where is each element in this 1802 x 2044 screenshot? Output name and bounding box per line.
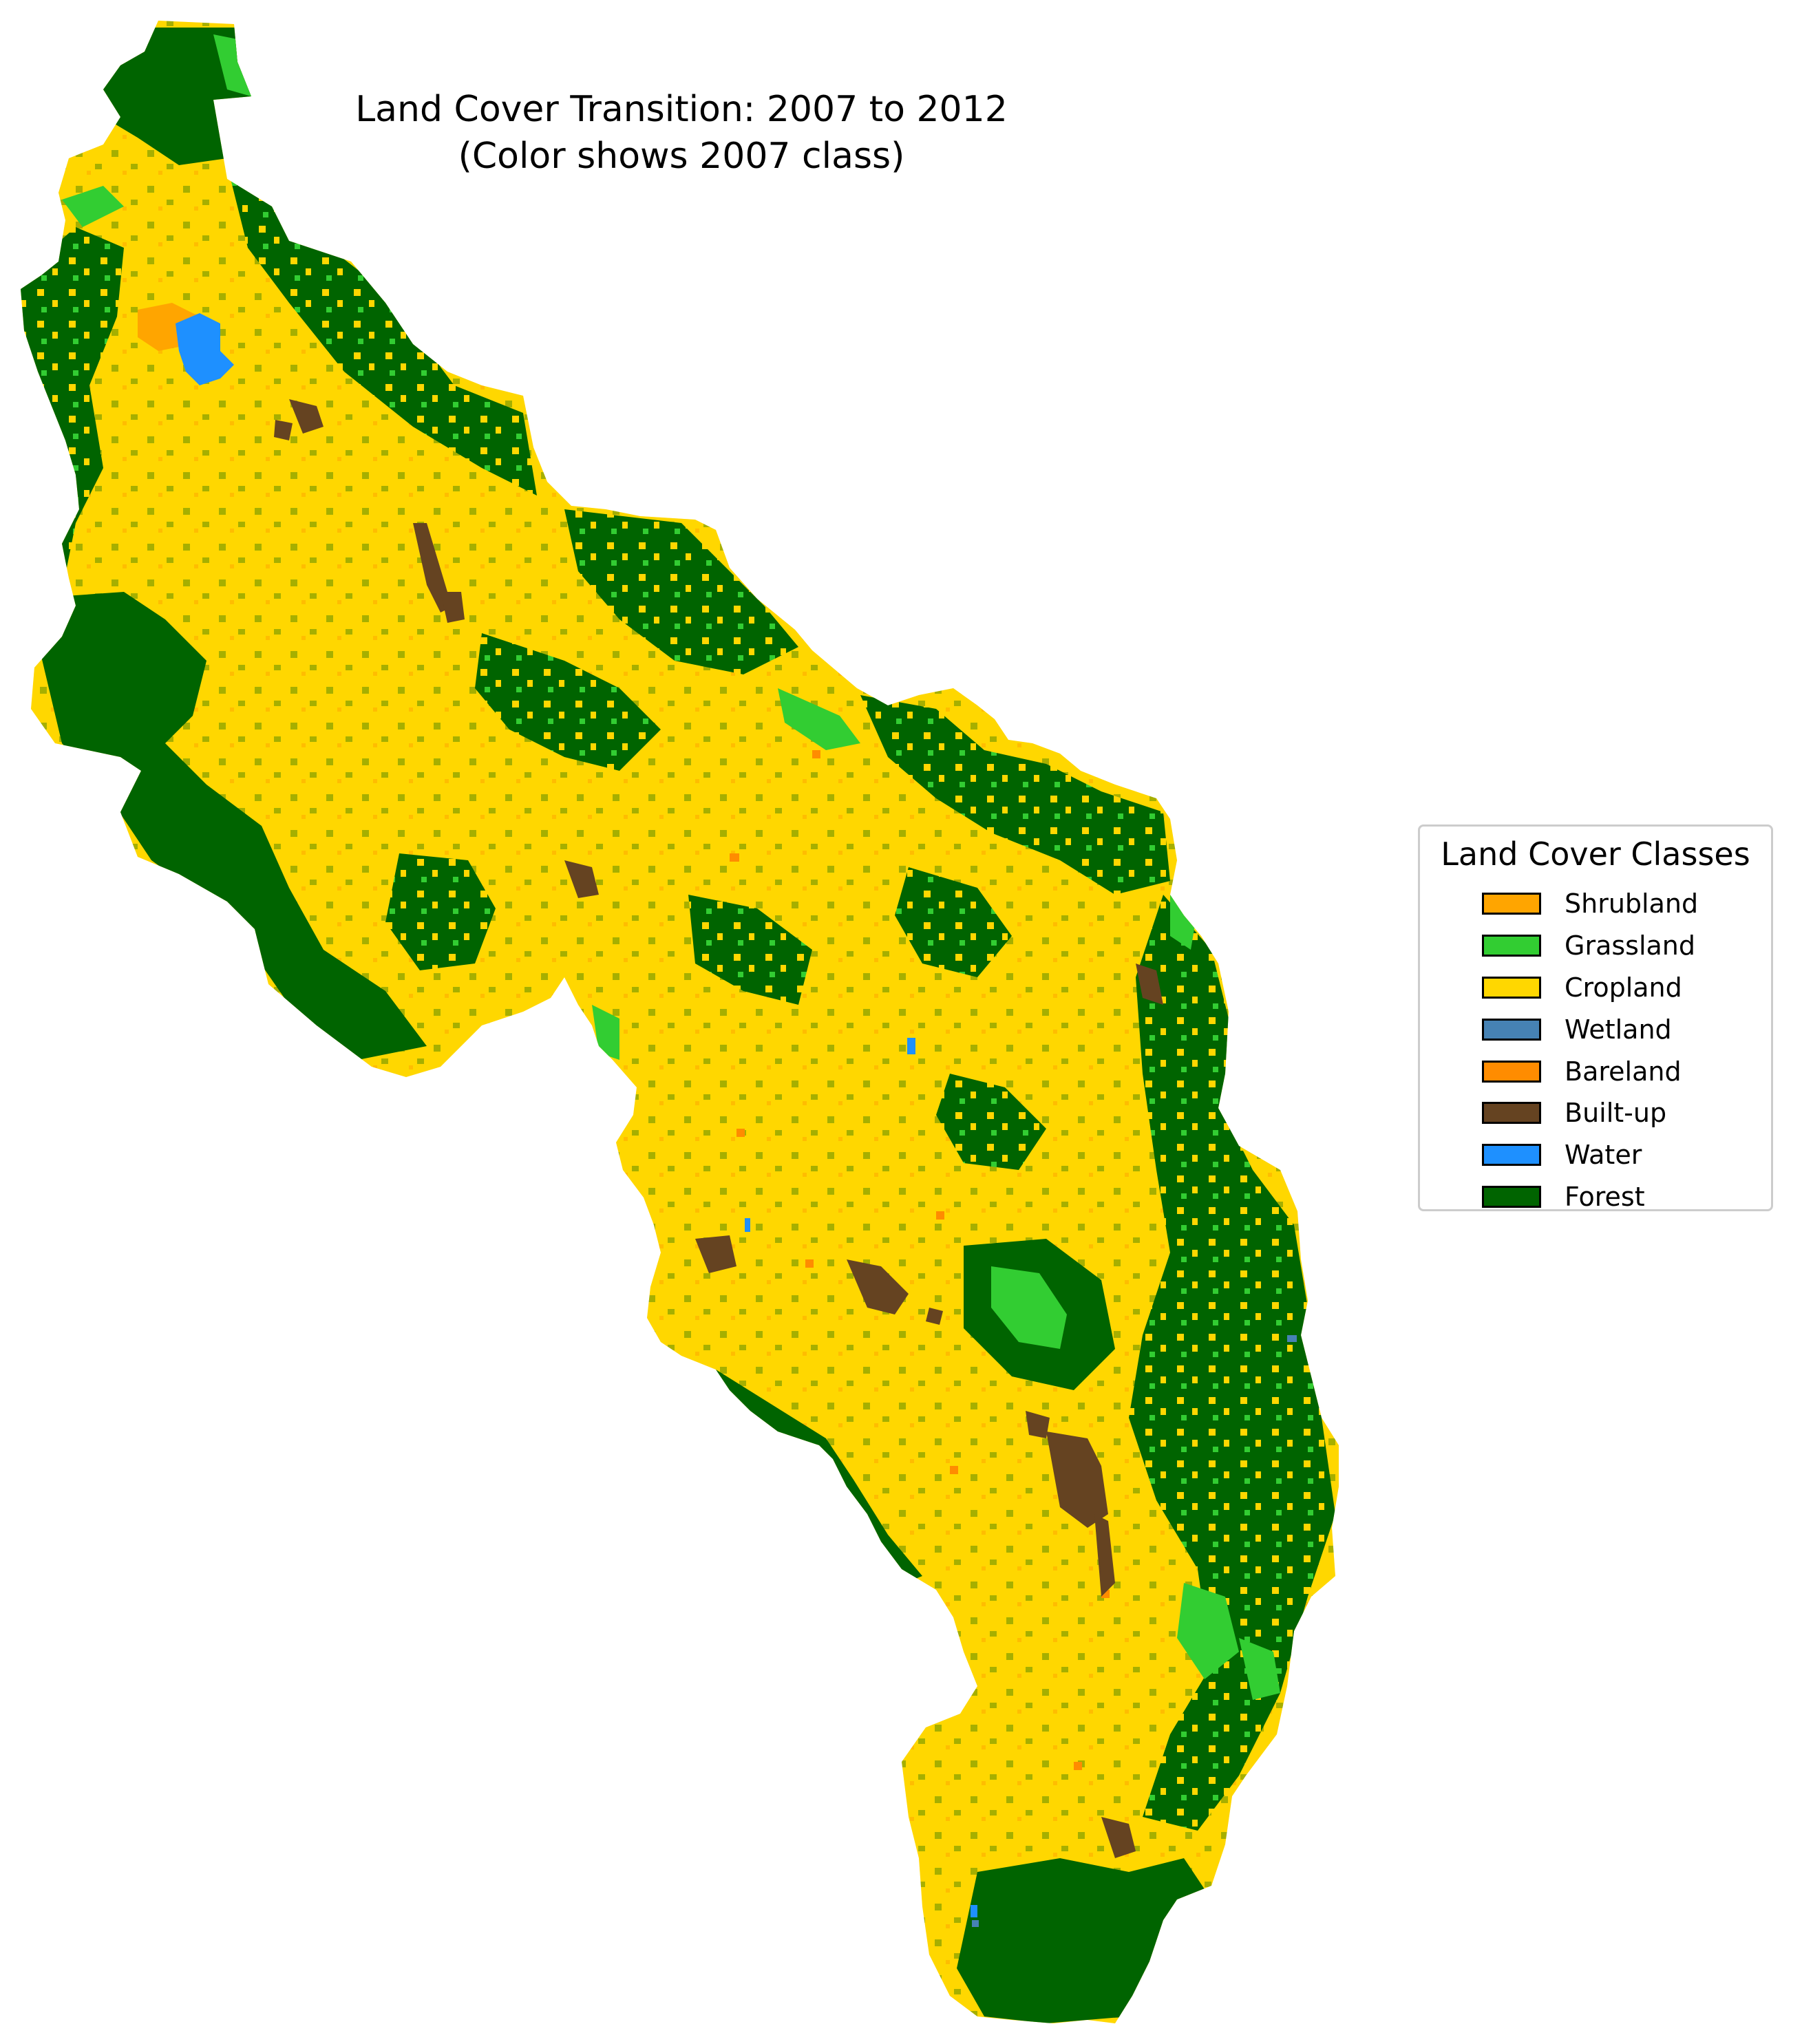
forest-north-east	[227, 165, 537, 496]
forest-central-east	[688, 895, 812, 1005]
legend-item-cropland: Cropland	[1482, 967, 1698, 1009]
grassland-east-band	[1239, 1638, 1280, 1700]
bareland-patch	[730, 853, 739, 862]
builtup-road-east	[1026, 1411, 1050, 1438]
builtup-central-town	[847, 1259, 909, 1314]
forest-central-ridge	[564, 509, 798, 674]
grassland-west-upper	[592, 1005, 619, 1060]
builtup-road-south	[1094, 1514, 1115, 1597]
legend-label-wetland: Wetland	[1565, 1014, 1672, 1045]
wetland-patches	[972, 1335, 1297, 1927]
legend: Land Cover Classes Shrubland Grassland C…	[1418, 824, 1773, 1212]
bareland-patch	[950, 1466, 958, 1474]
builtup-road-north	[413, 523, 454, 613]
grassland-northwest	[62, 186, 124, 227]
builtup-east-upper	[1136, 964, 1163, 1005]
grassland-swatch	[1482, 935, 1541, 957]
legend-label-cropland: Cropland	[1565, 972, 1682, 1003]
water-bodies	[176, 313, 977, 1917]
forest-central-cluster-a	[895, 867, 1012, 977]
legend-item-shrubland: Shrubland	[1482, 883, 1698, 925]
grassland-regions	[62, 34, 1280, 1700]
legend-item-bareland: Bareland	[1482, 1050, 1698, 1092]
grassland-ridge-north	[778, 688, 860, 750]
builtup-areas	[274, 399, 1163, 1858]
bareland-patch	[736, 1129, 745, 1137]
map-title-line-2: (Color shows 2007 class)	[458, 136, 905, 177]
forest-central-cluster-c	[385, 853, 496, 970]
builtup-south	[1101, 1817, 1136, 1858]
water-swatch	[1482, 1144, 1541, 1167]
water-pond	[745, 1218, 750, 1232]
builtup-swatch	[1482, 1102, 1541, 1125]
legend-label-builtup: Built-up	[1565, 1098, 1667, 1129]
builtup-north	[289, 399, 324, 434]
builtup-west-centre	[564, 860, 599, 898]
shrubland-swatch	[1482, 893, 1541, 915]
forest-central-cluster-b	[936, 1074, 1046, 1170]
legend-title: Land Cover Classes	[1441, 835, 1750, 873]
wetland-patch	[1287, 1335, 1297, 1342]
legend-item-grassland: Grassland	[1482, 925, 1698, 967]
water-pond	[971, 1905, 977, 1917]
forest-east-upper	[860, 695, 1170, 895]
forest-swatch	[1482, 1185, 1541, 1208]
legend-label-forest: Forest	[1565, 1181, 1645, 1212]
bareland-swatch	[1482, 1060, 1541, 1083]
forest-east-band	[1129, 895, 1335, 1831]
wetland-swatch	[1482, 1018, 1541, 1041]
grassland-east-strip	[1177, 1583, 1239, 1679]
grassland-east-hill	[991, 1266, 1067, 1349]
reservoir	[176, 313, 234, 385]
builtup-city	[1046, 1431, 1108, 1528]
wetland-patch	[972, 1920, 979, 1927]
builtup-town-north	[441, 592, 465, 623]
forest-south-tip	[957, 1858, 1211, 2023]
forest-central-mid	[475, 633, 661, 771]
bareland-patch	[936, 1211, 944, 1220]
builtup-north-b	[274, 420, 293, 440]
forest-west-block	[28, 592, 427, 1060]
legend-item-wetland: Wetland	[1482, 1008, 1698, 1050]
legend-item-forest: Forest	[1482, 1176, 1698, 1218]
map-title-line-1: Land Cover Transition: 2007 to 2012	[355, 89, 1008, 130]
legend-label-shrubland: Shrubland	[1565, 888, 1699, 919]
legend-items: Shrubland Grassland Cropland Wetland Bar…	[1482, 883, 1698, 1217]
builtup-west-town	[695, 1235, 736, 1273]
legend-item-builtup: Built-up	[1482, 1092, 1698, 1134]
bareland-patch	[1074, 1762, 1082, 1770]
builtup-centre-east	[926, 1308, 943, 1325]
legend-label-water: Water	[1565, 1140, 1642, 1171]
legend-label-grassland: Grassland	[1565, 930, 1695, 961]
bareland-patches	[730, 750, 1110, 1770]
legend-item-water: Water	[1482, 1134, 1698, 1176]
forest-north-tip	[96, 28, 255, 165]
bareland-patch	[805, 1259, 814, 1268]
legend-label-bareland: Bareland	[1565, 1056, 1682, 1087]
water-pond	[907, 1038, 915, 1054]
bareland-patch	[812, 750, 820, 758]
cropland-swatch	[1482, 976, 1541, 999]
